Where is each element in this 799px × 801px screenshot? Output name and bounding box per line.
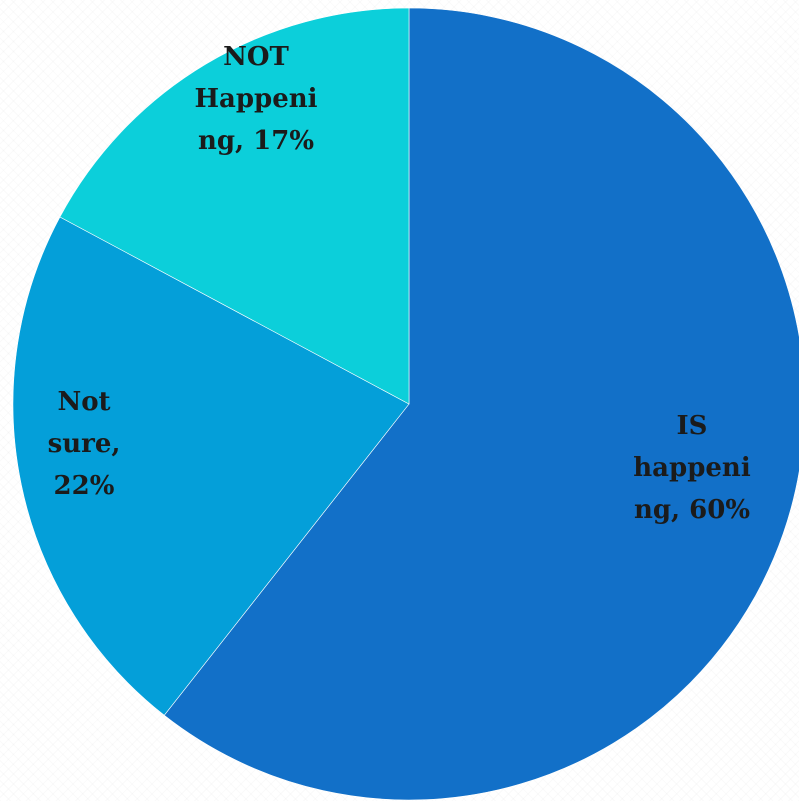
- pie-slice-is-happening: [163, 7, 799, 801]
- slice-label-is-happening: IS happeni ng, 60%: [633, 411, 751, 525]
- slice-label-line: 22%: [54, 471, 115, 501]
- slice-label-line: Happeni: [194, 84, 317, 114]
- slice-label-line: Not: [57, 387, 110, 417]
- slice-label-line: ng, 60%: [634, 495, 750, 525]
- slice-label-not-happening: NOT Happeni ng, 17%: [194, 42, 317, 156]
- pie-slice-not-happening: [59, 7, 410, 405]
- slice-label-not-sure: Not sure, 22%: [48, 387, 121, 501]
- pie-labels: IS happeni ng, 60% Not sure, 22% NOT Happeni ng,…: [48, 42, 751, 525]
- slice-label-line: NOT: [223, 42, 289, 72]
- pie-slice-not-sure: [12, 216, 410, 716]
- pie-slices: [12, 7, 799, 801]
- slice-label-line: sure,: [48, 429, 121, 459]
- slice-label-line: ng, 17%: [198, 126, 314, 156]
- slice-label-line: happeni: [633, 453, 751, 483]
- slice-label-line: IS: [677, 411, 708, 441]
